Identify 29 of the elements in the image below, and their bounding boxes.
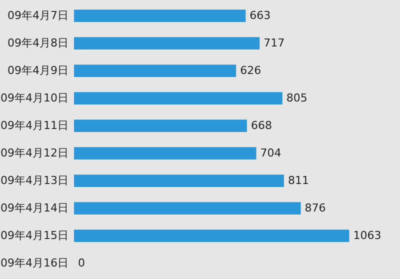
bar — [74, 202, 301, 214]
data-label: 704 — [260, 146, 282, 160]
data-label: 668 — [250, 118, 272, 132]
y-tick-label: 09年4月16日 — [0, 256, 68, 270]
y-tick-label: 09年4月12日 — [0, 146, 68, 160]
data-label: 1063 — [353, 228, 382, 242]
data-label: 0 — [78, 256, 85, 270]
y-tick-label: 09年4月9日 — [8, 64, 68, 77]
y-tick-label: 09年4月14日 — [0, 201, 68, 214]
bar — [74, 120, 247, 132]
y-tick-label: 09年4月11日 — [0, 118, 68, 132]
data-label: 805 — [286, 91, 308, 104]
y-tick-label: 09年4月10日 — [0, 91, 68, 104]
y-tick-label: 09年4月13日 — [0, 174, 68, 187]
data-label: 626 — [240, 64, 262, 77]
bar — [74, 174, 284, 187]
y-tick-label: 09年4月8日 — [8, 36, 68, 50]
bar — [74, 147, 256, 160]
y-tick-label: 09年4月7日 — [8, 8, 68, 22]
bar — [74, 64, 236, 77]
data-label: 811 — [288, 174, 309, 187]
bar — [74, 230, 350, 242]
data-label: 717 — [264, 36, 285, 50]
bar — [74, 37, 260, 50]
data-label: 876 — [304, 201, 326, 214]
bar — [74, 10, 246, 22]
bar — [74, 92, 282, 104]
y-tick-label: 09年4月15日 — [0, 228, 68, 242]
data-label: 663 — [250, 8, 271, 22]
